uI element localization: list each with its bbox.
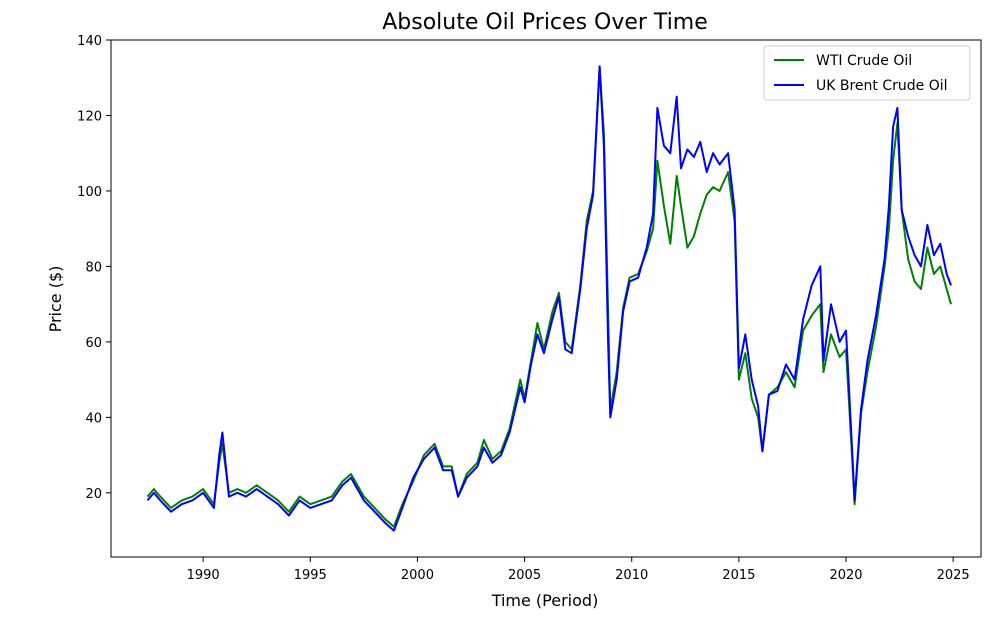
x-tick-label: 2020 (829, 568, 862, 583)
y-tick-label: 120 (77, 109, 102, 124)
plot-frame (110, 39, 982, 558)
x-tick-label: 2005 (508, 568, 541, 583)
chart-title: Absolute Oil Prices Over Time (382, 10, 708, 35)
legend: WTI Crude Oil UK Brent Crude Oil (763, 45, 971, 101)
y-axis-label: Price ($) (46, 266, 65, 333)
x-tick-label: 2025 (937, 568, 970, 583)
x-tick-label: 1995 (294, 568, 327, 583)
series-line-wti (146, 65, 952, 528)
y-tick-label: 140 (77, 34, 102, 49)
y-axis: 20 40 60 80 100 120 140 (77, 34, 111, 502)
x-tick-label: 2000 (401, 568, 434, 583)
x-tick-label: 2010 (615, 568, 648, 583)
y-tick-label: 80 (85, 260, 102, 275)
series-line-brent (146, 65, 952, 532)
y-tick-label: 40 (85, 411, 102, 426)
x-tick-label: 1990 (187, 568, 220, 583)
x-axis-label: Time (Period) (491, 591, 599, 610)
y-tick-label: 100 (77, 185, 102, 200)
legend-label-brent: UK Brent Crude Oil (816, 78, 948, 94)
legend-label-wti: WTI Crude Oil (816, 53, 912, 69)
plot-area: 1990 1995 2000 2005 2010 2015 2020 2025 20 40 60 8… (77, 34, 982, 583)
y-tick-label: 20 (85, 487, 102, 502)
series-layer (146, 65, 952, 532)
y-tick-label: 60 (85, 336, 102, 351)
x-tick-label: 2015 (722, 568, 755, 583)
x-axis: 1990 1995 2000 2005 2010 2015 2020 2025 (187, 557, 970, 583)
legend-box (763, 45, 971, 101)
